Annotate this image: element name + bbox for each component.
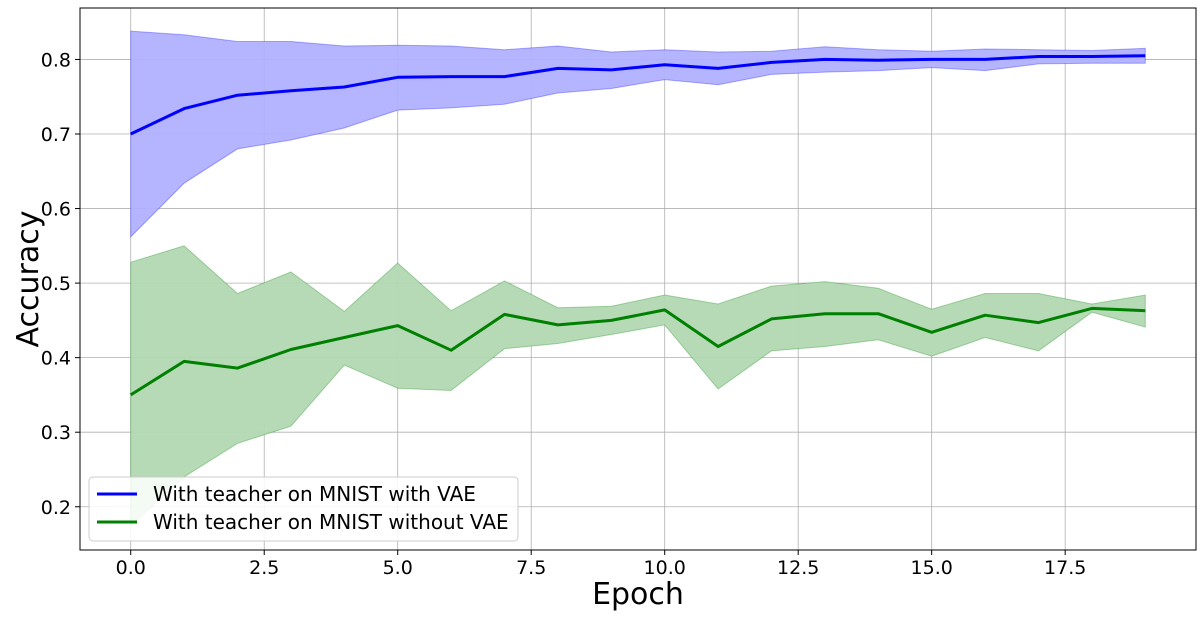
y-tick-label: 0.3 — [41, 422, 71, 444]
series-line-0 — [130, 54, 1146, 136]
series-line-1 — [129, 306, 1146, 397]
axis-ticks: 0.0 2.5 5.0 7.5 10.0 12.5 15.0 17.5 0.2 0.3 0.4 0.5… — [41, 49, 1087, 579]
legend: With teacher on MNIST with VAE With teac… — [88, 476, 519, 542]
confidence-bands — [130, 30, 1146, 527]
plot-frame — [79, 7, 1197, 551]
confidence-band-0 — [130, 30, 1146, 239]
y-axis-title: Accuracy — [11, 211, 46, 348]
series-lines — [129, 54, 1146, 397]
y-tick-label: 0.4 — [41, 348, 71, 370]
legend-box — [88, 476, 519, 542]
y-tick-label: 0.8 — [41, 49, 71, 71]
y-tick-label: 0.2 — [41, 497, 71, 519]
x-tick-label: 15.0 — [911, 557, 953, 579]
y-tick-label: 0.6 — [41, 199, 71, 221]
y-tick-label: 0.5 — [41, 273, 71, 295]
x-tick-label: 17.5 — [1044, 557, 1086, 579]
x-tick-label: 2.5 — [249, 557, 279, 579]
y-tick-label: 0.7 — [41, 124, 71, 146]
x-tick-label: 0.0 — [116, 557, 146, 579]
x-tick-label: 7.5 — [516, 557, 546, 579]
x-tick-label: 12.5 — [777, 557, 819, 579]
confidence-band-1 — [130, 245, 1146, 527]
x-axis-title: Epoch — [592, 577, 684, 612]
legend-label-with-vae: With teacher on MNIST with VAE — [153, 482, 476, 506]
x-tick-label: 5.0 — [383, 557, 413, 579]
legend-label-without-vae: With teacher on MNIST without VAE — [153, 510, 509, 534]
x-tick-label: 10.0 — [644, 557, 686, 579]
